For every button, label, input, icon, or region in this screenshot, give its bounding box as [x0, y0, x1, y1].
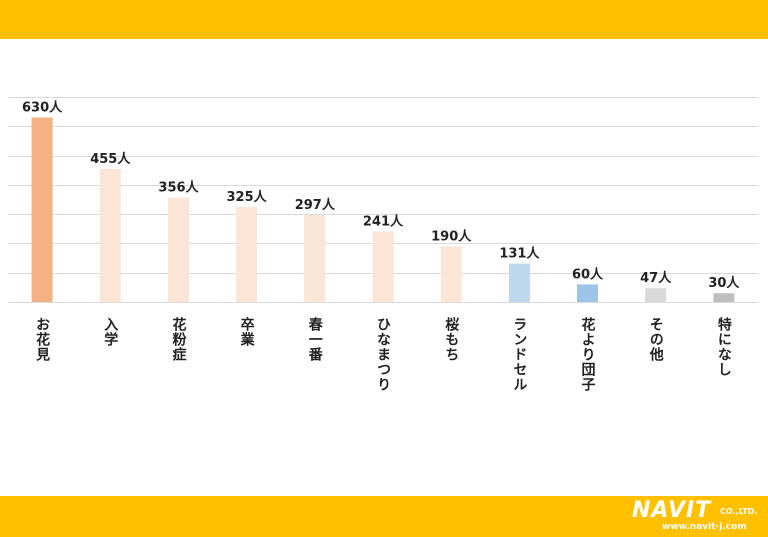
bar [645, 288, 667, 302]
bar [440, 246, 462, 302]
category-label: 特になし [715, 317, 732, 377]
value-label: 190人 [431, 228, 472, 244]
bars [31, 117, 735, 303]
value-label: 455人 [90, 151, 131, 167]
value-label: 630人 [22, 100, 63, 116]
category-label: お花見 [34, 317, 51, 362]
value-label: 60人 [572, 266, 604, 282]
bar [304, 215, 326, 302]
value-label: 356人 [158, 180, 199, 196]
bar [372, 231, 394, 302]
value-labels: 630人 455人 356人 325人 297人 241人 190人 131人 60人 47人 30… [22, 100, 740, 292]
bar [31, 117, 53, 302]
category-label: 卒業 [238, 317, 255, 347]
logo-company-suffix: CO.,LTD. [720, 507, 758, 516]
value-label: 47人 [640, 270, 672, 286]
category-label: 桜もち [443, 317, 460, 362]
bar [99, 168, 121, 303]
category-label: ランドセル [511, 317, 528, 392]
logo-url: www.navit-j.com [662, 522, 747, 532]
category-label: 春一番 [306, 317, 323, 362]
bottom-banner [0, 496, 768, 537]
bar [236, 206, 258, 302]
bar [577, 284, 598, 302]
bar [713, 293, 735, 302]
value-label: 131人 [499, 246, 540, 262]
navit-logo: NAVIT CO.,LTD. www.navit-j.com [632, 500, 760, 534]
category-label: 花粉症 [170, 317, 187, 362]
value-label: 30人 [708, 275, 740, 291]
bar [168, 197, 189, 302]
value-label: 297人 [295, 197, 336, 213]
category-label: 花より団子 [579, 317, 596, 392]
logo-wordmark: NAVIT [632, 498, 712, 523]
category-label: 入学 [102, 317, 119, 347]
category-label: ひなまつり [375, 317, 391, 392]
category-label: その他 [647, 317, 664, 362]
top-banner [0, 0, 768, 39]
value-label: 241人 [363, 213, 404, 229]
value-label: 325人 [227, 189, 268, 205]
bar [508, 263, 530, 302]
